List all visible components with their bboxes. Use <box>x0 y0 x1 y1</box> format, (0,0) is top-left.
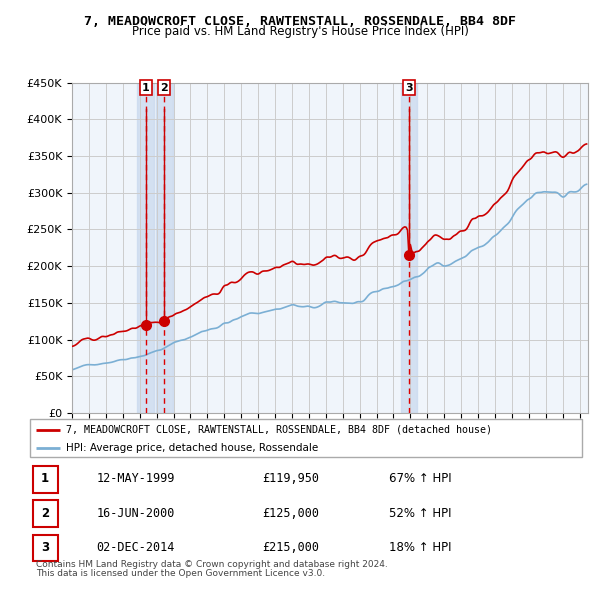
FancyBboxPatch shape <box>33 500 58 527</box>
Text: 18% ↑ HPI: 18% ↑ HPI <box>389 540 451 554</box>
Text: £119,950: £119,950 <box>262 472 319 486</box>
Text: 1: 1 <box>142 83 150 93</box>
Text: 16-JUN-2000: 16-JUN-2000 <box>96 506 175 520</box>
Bar <box>137 83 154 413</box>
Text: 2: 2 <box>160 83 168 93</box>
Text: £215,000: £215,000 <box>262 540 319 554</box>
FancyBboxPatch shape <box>33 535 58 561</box>
FancyBboxPatch shape <box>33 466 58 493</box>
Text: 67% ↑ HPI: 67% ↑ HPI <box>389 472 451 486</box>
Text: 12-MAY-1999: 12-MAY-1999 <box>96 472 175 486</box>
Text: 1: 1 <box>41 472 49 486</box>
Text: 52% ↑ HPI: 52% ↑ HPI <box>389 506 451 520</box>
Text: Contains HM Land Registry data © Crown copyright and database right 2024.: Contains HM Land Registry data © Crown c… <box>36 560 388 569</box>
Text: This data is licensed under the Open Government Licence v3.0.: This data is licensed under the Open Gov… <box>36 569 325 578</box>
Bar <box>156 83 173 413</box>
Text: 7, MEADOWCROFT CLOSE, RAWTENSTALL, ROSSENDALE, BB4 8DF: 7, MEADOWCROFT CLOSE, RAWTENSTALL, ROSSE… <box>84 15 516 28</box>
Text: HPI: Average price, detached house, Rossendale: HPI: Average price, detached house, Ross… <box>66 442 318 453</box>
Text: 02-DEC-2014: 02-DEC-2014 <box>96 540 175 554</box>
Text: £125,000: £125,000 <box>262 506 319 520</box>
Bar <box>401 83 418 413</box>
Text: 3: 3 <box>405 83 413 93</box>
Text: Price paid vs. HM Land Registry's House Price Index (HPI): Price paid vs. HM Land Registry's House … <box>131 25 469 38</box>
Text: 7, MEADOWCROFT CLOSE, RAWTENSTALL, ROSSENDALE, BB4 8DF (detached house): 7, MEADOWCROFT CLOSE, RAWTENSTALL, ROSSE… <box>66 425 492 435</box>
Text: 2: 2 <box>41 506 49 520</box>
Text: 3: 3 <box>41 540 49 554</box>
FancyBboxPatch shape <box>30 419 582 457</box>
